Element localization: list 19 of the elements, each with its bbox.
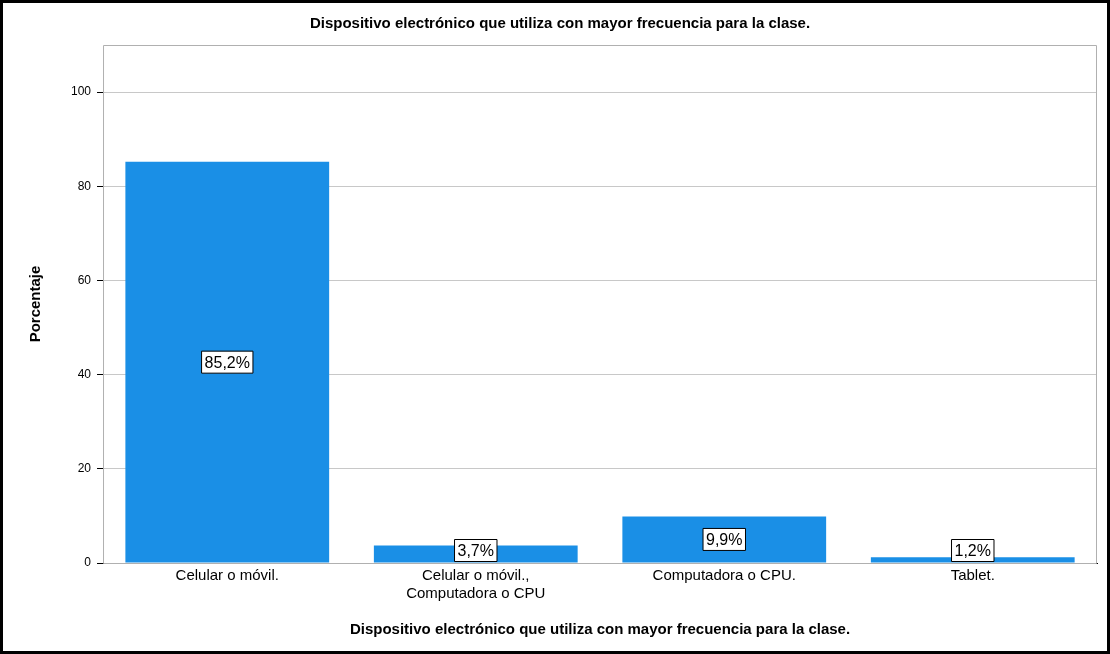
x-axis-title: Dispositivo electrónico que utiliza con mayor frecuencia para la clase. xyxy=(349,620,851,638)
x-tick-label: Tablet. xyxy=(950,566,995,584)
y-tick-label: 100 xyxy=(70,84,92,99)
y-tick-label: 80 xyxy=(77,178,92,193)
x-tick-label: Computadora o CPU. xyxy=(652,566,796,584)
y-tick-label: 40 xyxy=(77,366,92,381)
data-label: 1,2% xyxy=(954,541,991,559)
y-axis-title: Porcentaje xyxy=(26,265,44,343)
bar xyxy=(125,161,330,563)
bar xyxy=(622,516,827,563)
chart-title: Dispositivo electrónico que utiliza con mayor frecuencia para la clase. xyxy=(309,14,811,32)
x-tick-label: Celular o móvil., Computadora o CPU xyxy=(406,566,546,602)
data-label: 3,7% xyxy=(457,541,494,559)
data-label: 9,9% xyxy=(706,530,743,548)
y-tick-label: 60 xyxy=(77,272,92,287)
y-tick-label: 20 xyxy=(77,461,92,476)
x-tick-label: Celular o móvil. xyxy=(175,566,279,584)
y-tick-label: 0 xyxy=(84,555,92,570)
data-label: 85,2% xyxy=(204,353,250,371)
